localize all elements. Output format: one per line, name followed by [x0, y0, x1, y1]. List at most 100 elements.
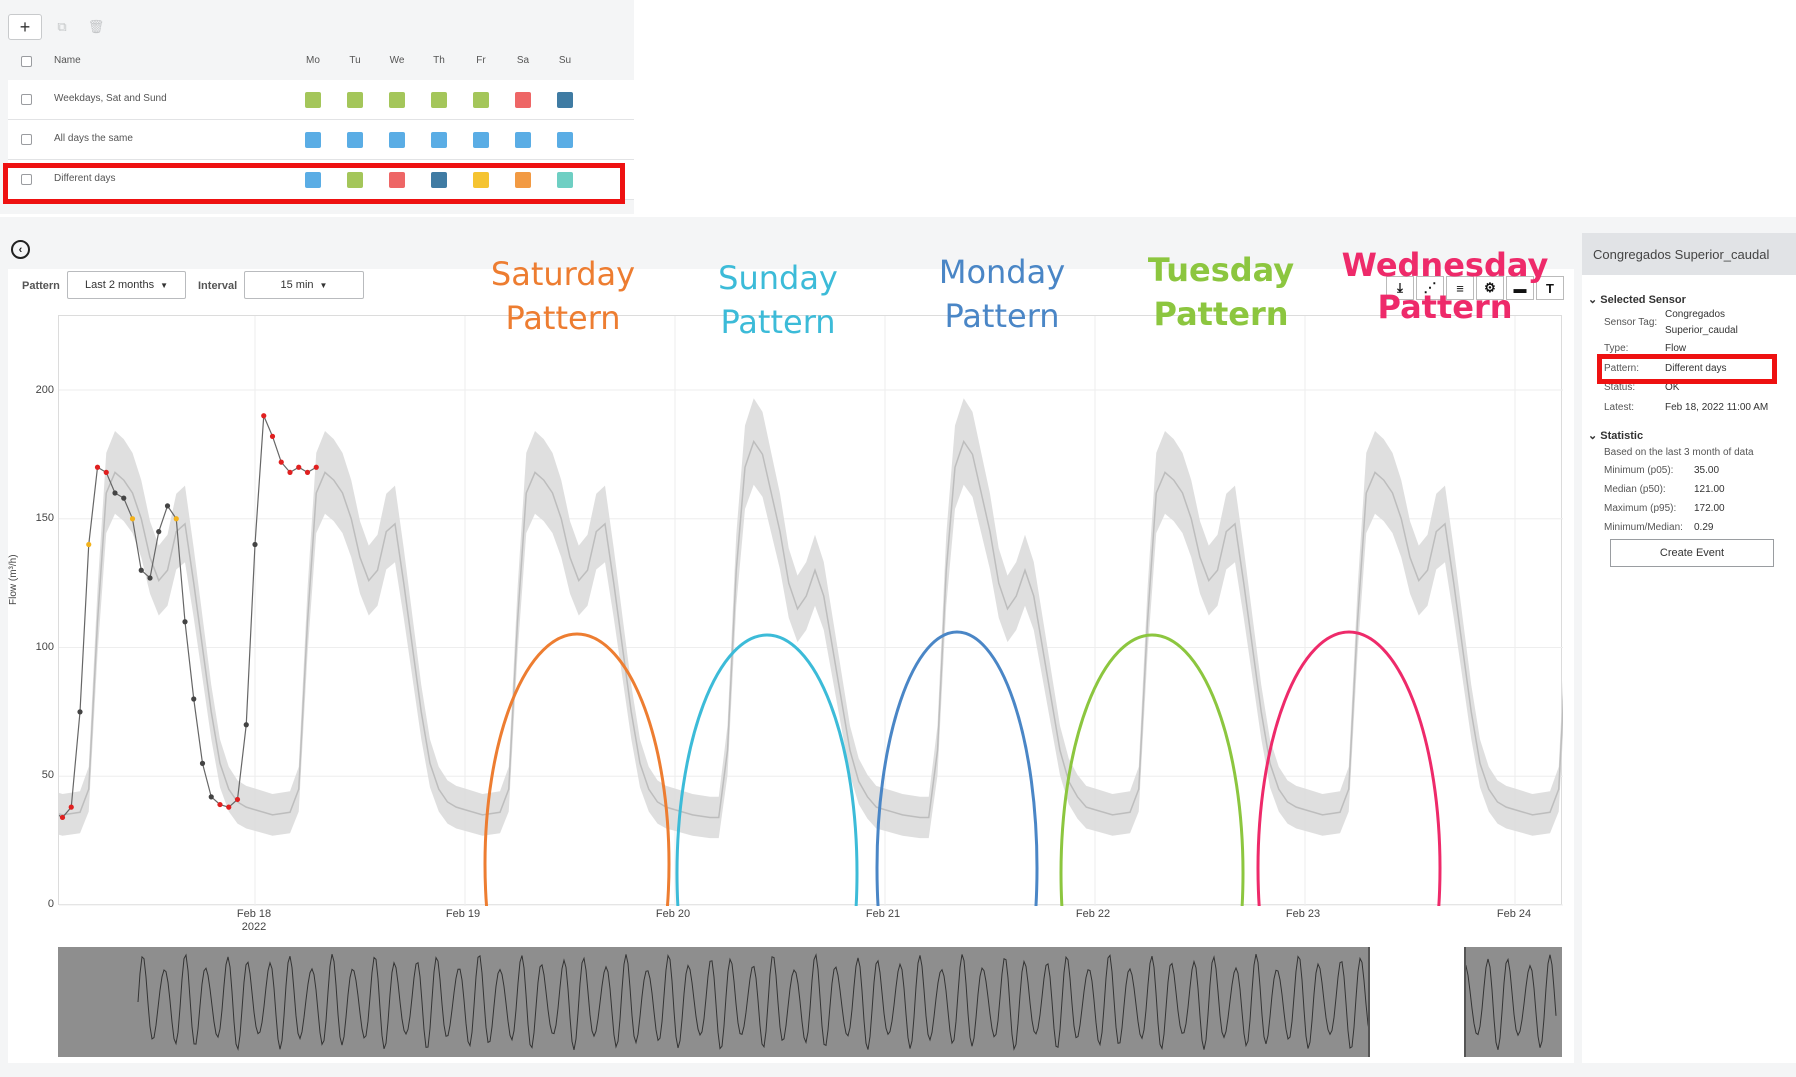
- pattern-feb21-band: [885, 398, 1095, 839]
- table-row[interactable]: Weekdays, Sat and Sund: [8, 80, 634, 120]
- measured-point: [147, 575, 153, 581]
- pattern-feb20-line: [674, 439, 886, 819]
- filter-list-icon[interactable]: ≡: [1446, 276, 1474, 300]
- day-color-swatch[interactable]: [389, 172, 405, 188]
- day-color-swatch[interactable]: [431, 92, 447, 108]
- trash-icon[interactable]: 🗑: [87, 19, 105, 34]
- flow-chart-svg[interactable]: [59, 316, 1563, 906]
- measured-point: [234, 796, 241, 803]
- median-value: 121.00: [1694, 484, 1725, 495]
- day-header-mo: Mo: [306, 55, 320, 66]
- annotation-monday-line2: Pattern: [944, 297, 1060, 335]
- plus-icon[interactable]: +: [8, 14, 42, 40]
- measured-point: [287, 469, 293, 475]
- gear-icon[interactable]: ⚙: [1476, 276, 1504, 300]
- day-color-swatch[interactable]: [557, 92, 573, 108]
- day-color-swatch[interactable]: [473, 172, 489, 188]
- latest-value: Feb 18, 2022 11:00 AM: [1665, 402, 1769, 413]
- measured-point: [129, 516, 136, 522]
- line-tool-icon[interactable]: ▬: [1506, 276, 1534, 300]
- annotation-ellipse-saturday: [483, 632, 671, 906]
- day-color-swatch[interactable]: [347, 172, 363, 188]
- measured-point: [296, 464, 302, 470]
- day-color-swatch[interactable]: [515, 172, 531, 188]
- type-label: Type:: [1604, 343, 1629, 354]
- caret-down-icon: ▼: [160, 280, 168, 290]
- x-tick-label: Feb 20: [655, 908, 691, 920]
- text-tool-icon[interactable]: T: [1536, 276, 1564, 300]
- copy-icon[interactable]: ⧉: [57, 19, 67, 34]
- day-color-swatch[interactable]: [305, 92, 321, 108]
- pattern-feb24-band: [1515, 680, 1563, 836]
- latest-label: Latest:: [1604, 402, 1635, 413]
- day-color-swatch[interactable]: [431, 132, 447, 148]
- pattern-feb23-line: [1304, 471, 1516, 816]
- pattern-feb19-line: [464, 471, 676, 816]
- measured-point: [156, 529, 162, 535]
- annotation-saturday-line2: Pattern: [505, 299, 621, 337]
- day-color-swatch[interactable]: [431, 172, 447, 188]
- navigator-window-handle[interactable]: [1368, 947, 1466, 1057]
- measured-point: [261, 413, 267, 419]
- table-header: Name Mo Tu We Th Fr Sa Su: [8, 44, 634, 80]
- name-column-header: Name: [54, 55, 81, 66]
- row-checkbox[interactable]: [21, 134, 32, 145]
- pattern-name: Weekdays, Sat and Sund: [54, 93, 167, 104]
- measured-point: [68, 804, 74, 810]
- day-color-swatch[interactable]: [473, 132, 489, 148]
- annotation-ellipse-monday: [875, 630, 1039, 906]
- annotation-ellipse-wednesday: [1256, 630, 1442, 906]
- y-tick-label: 50: [41, 769, 54, 781]
- plot-area[interactable]: [58, 315, 1563, 906]
- day-color-swatch[interactable]: [557, 132, 573, 148]
- sensor-tag-value-line1: Congregados: [1665, 309, 1726, 320]
- day-header-fr: Fr: [476, 55, 486, 66]
- day-color-swatch[interactable]: [389, 132, 405, 148]
- selected-sensor-section[interactable]: ⌄ Selected Sensor: [1588, 293, 1686, 306]
- pattern-feb24-line: [1514, 693, 1563, 816]
- pattern-toolbar: + ⧉ 🗑: [8, 14, 110, 42]
- measured-point: [304, 469, 311, 475]
- day-color-swatch[interactable]: [305, 172, 321, 188]
- row-checkbox[interactable]: [21, 174, 32, 185]
- statistic-title: Statistic: [1600, 430, 1644, 442]
- back-arrow-icon[interactable]: ‹: [11, 240, 30, 259]
- day-color-swatch[interactable]: [389, 92, 405, 108]
- measured-point: [226, 804, 232, 810]
- x-tick-sub-label: 2022: [241, 921, 267, 933]
- statistic-note: Based on the last 3 month of data: [1604, 447, 1754, 458]
- day-color-swatch[interactable]: [305, 132, 321, 148]
- table-row[interactable]: All days the same: [8, 120, 634, 160]
- measured-point: [121, 495, 127, 501]
- annotation-sunday-line2: Pattern: [720, 303, 836, 341]
- statistic-section[interactable]: ⌄ Statistic: [1588, 429, 1643, 442]
- download-icon[interactable]: ⤓: [1386, 276, 1414, 300]
- create-event-button[interactable]: Create Event: [1610, 539, 1774, 567]
- annotation-monday: Monday Pattern: [907, 250, 1097, 338]
- row-checkbox[interactable]: [21, 94, 32, 105]
- pattern-label: Pattern: [22, 280, 60, 292]
- day-color-swatch[interactable]: [347, 132, 363, 148]
- max-label: Maximum (p95):: [1604, 503, 1677, 514]
- day-color-swatch[interactable]: [515, 132, 531, 148]
- pattern-name: All days the same: [54, 133, 133, 144]
- day-header-th: Th: [433, 55, 445, 66]
- interval-label: Interval: [198, 280, 238, 292]
- pattern-dropdown-value: Last 2 months: [84, 279, 155, 291]
- day-color-swatch[interactable]: [347, 92, 363, 108]
- pattern-feb17-band: [59, 430, 255, 836]
- x-tick-label: Feb 21: [865, 908, 901, 920]
- measured-point: [208, 794, 214, 800]
- pattern-dropdown[interactable]: Last 2 months ▼: [67, 271, 186, 299]
- measured-point: [77, 709, 83, 715]
- highlight-box-pattern-info: [1597, 354, 1777, 384]
- status-value: OK: [1665, 382, 1680, 393]
- day-color-swatch[interactable]: [557, 172, 573, 188]
- interval-dropdown[interactable]: 15 min ▼: [244, 271, 364, 299]
- select-range-icon[interactable]: ⋰: [1416, 276, 1444, 300]
- day-color-swatch[interactable]: [473, 92, 489, 108]
- pattern-feb23-band: [1305, 430, 1515, 836]
- day-color-swatch[interactable]: [515, 92, 531, 108]
- select-all-checkbox[interactable]: [21, 56, 32, 67]
- range-navigator[interactable]: [58, 947, 1562, 1057]
